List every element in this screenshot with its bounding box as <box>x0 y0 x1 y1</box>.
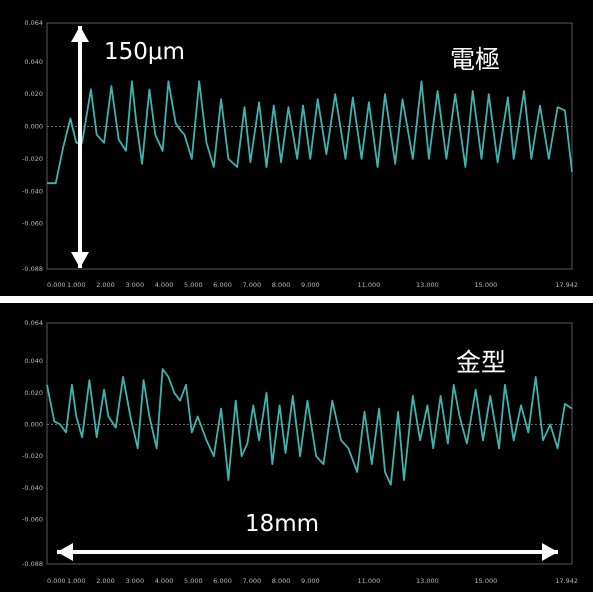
y-tick-label: 0.000 <box>24 123 43 131</box>
arrow-head <box>57 543 73 561</box>
x-tick-label: 6.000 <box>213 577 232 585</box>
x-tick-label: 15.000 <box>475 281 498 289</box>
material-label-mold: 金型 <box>456 348 507 377</box>
y-tick-label: 0.020 <box>24 90 43 98</box>
horizontal-scale-arrow <box>57 543 558 561</box>
y-tick-label: -0.020 <box>22 155 43 163</box>
y-tick-label: 0.064 <box>24 19 43 27</box>
x-tick-label: 9.000 <box>301 577 320 585</box>
scale-label-150um: 150μm <box>104 39 185 65</box>
y-tick-label: -0.040 <box>22 484 43 492</box>
x-tick-label: 4.000 <box>155 281 174 289</box>
x-tick-label: 11.000 <box>357 577 380 585</box>
x-tick-label: 13.000 <box>416 577 439 585</box>
arrow-head <box>71 252 89 268</box>
mold-profile-chart: 0.064 0.040 0.020 0.000 -0.020 -0.040 -0.060 -0… <box>22 319 578 585</box>
y-tick-label: -0.020 <box>22 452 43 460</box>
x-tick-label: 9.000 <box>301 281 320 289</box>
arrow-head <box>542 543 558 561</box>
x-tick-label: 17.942 <box>555 577 578 585</box>
vertical-scale-arrow <box>71 26 89 268</box>
x-tick-label: 13.000 <box>416 281 439 289</box>
y-tick-label: 0.020 <box>24 389 43 397</box>
y-tick-label: 0.064 <box>24 319 43 327</box>
profile-line <box>47 80 573 185</box>
plot-frame <box>46 322 573 565</box>
arrow-head <box>71 26 89 42</box>
material-label-electrode: 電極 <box>450 45 501 74</box>
x-tick-label: 11.000 <box>357 281 380 289</box>
y-tick-label: 0.000 <box>24 420 43 428</box>
y-tick-label: -0.088 <box>22 560 43 568</box>
electrode-profile-chart: 0.064 0.040 0.020 0.000 -0.020 -0.040 -0.060 -0… <box>22 19 578 289</box>
mold-profile-panel: 0.064 0.040 0.020 0.000 -0.020 -0.040 -0.060 -0… <box>0 303 593 592</box>
x-tick-label: 7.000 <box>243 577 262 585</box>
x-tick-label: 7.000 <box>243 281 262 289</box>
electrode-profile-panel: 0.064 0.040 0.020 0.000 -0.020 -0.040 -0.060 -0… <box>0 0 593 296</box>
y-tick-label: -0.060 <box>22 220 43 228</box>
plot-frame <box>46 22 573 270</box>
x-tick-label: 8.000 <box>272 281 291 289</box>
y-tick-label: -0.088 <box>22 265 43 273</box>
scale-label-18mm: 18mm <box>245 511 320 537</box>
x-tick-label: 5.000 <box>184 577 203 585</box>
x-tick-label: 17.942 <box>555 281 578 289</box>
x-tick-label: 2.000 <box>96 577 115 585</box>
x-tick-label: 0.000 <box>47 281 66 289</box>
y-tick-label: -0.060 <box>22 516 43 524</box>
x-tick-label: 3.000 <box>125 281 144 289</box>
y-tick-label: -0.040 <box>22 187 43 195</box>
x-tick-label: 0.000 <box>47 577 66 585</box>
x-tick-label: 4.000 <box>155 577 174 585</box>
x-tick-label: 5.000 <box>184 281 203 289</box>
profile-line <box>46 368 573 486</box>
x-tick-label: 2.000 <box>96 281 115 289</box>
x-tick-label: 3.000 <box>125 577 144 585</box>
x-tick-label: 8.000 <box>272 577 291 585</box>
y-tick-label: 0.040 <box>24 357 43 365</box>
x-tick-label: 6.000 <box>213 281 232 289</box>
x-tick-label: 15.000 <box>475 577 498 585</box>
y-tick-label: 0.040 <box>24 58 43 66</box>
x-tick-label: 1.000 <box>67 281 86 289</box>
x-tick-label: 1.000 <box>67 577 86 585</box>
